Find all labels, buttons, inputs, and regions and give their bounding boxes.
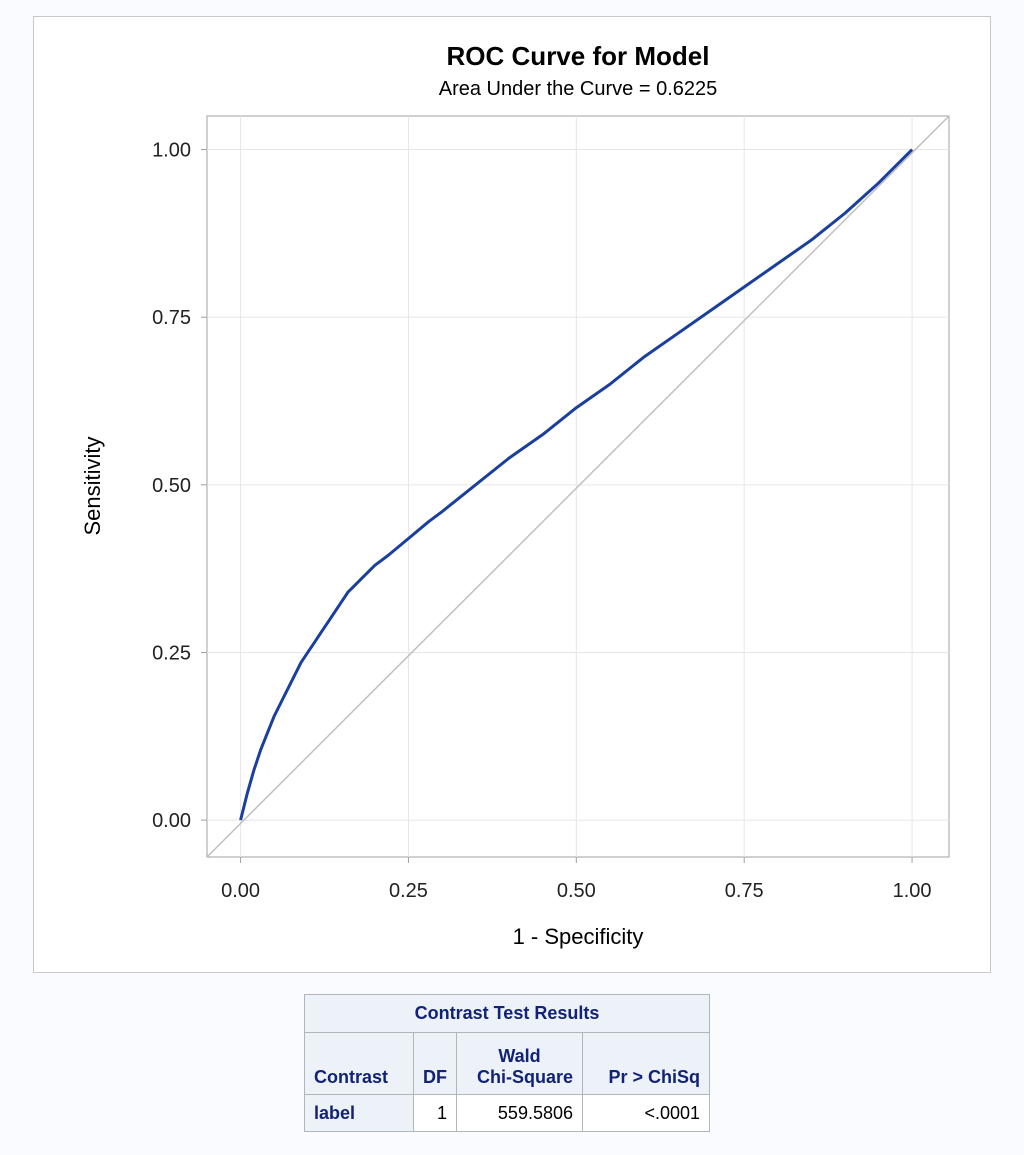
chart-subtitle: Area Under the Curve = 0.6225 [439, 78, 718, 100]
header-wald-line1: Wald [498, 1046, 541, 1066]
x-tick-label: 0.75 [725, 880, 764, 902]
row-p-value: <.0001 [582, 1094, 710, 1132]
header-wald-chi-square: Wald Chi-Square [456, 1032, 583, 1095]
x-axis-label: 1 - Specificity [513, 924, 644, 949]
table-caption: Contrast Test Results [304, 994, 710, 1033]
y-tick-label: 0.50 [152, 475, 191, 497]
series-layer [206, 115, 950, 858]
chart-title: ROC Curve for Model [447, 41, 710, 71]
y-axis-label: Sensitivity [80, 436, 105, 535]
header-wald-line2: Chi-Square [476, 1067, 573, 1087]
contrast-test-results-table: Contrast Test Results Contrast DF Wald C… [304, 994, 710, 1132]
x-tick-label: 1.00 [893, 880, 932, 902]
x-tick-label: 0.00 [221, 880, 260, 902]
row-wald-chi-square: 559.5806 [456, 1094, 583, 1132]
y-tick-label: 1.00 [152, 140, 191, 162]
row-df: 1 [413, 1094, 457, 1132]
roc-chart: ROC Curve for Model Area Under the Curve… [80, 41, 950, 949]
chart-frame: ROC Curve for Model Area Under the Curve… [33, 16, 991, 973]
header-df: DF [413, 1032, 457, 1095]
x-tick-label: 0.25 [389, 880, 428, 902]
x-tick-label: 0.50 [557, 880, 596, 902]
header-pr-chisq: Pr > ChiSq [582, 1032, 710, 1095]
y-tick-label: 0.75 [152, 307, 191, 329]
y-tick-label: 0.25 [152, 642, 191, 664]
reference-diagonal-line [206, 115, 950, 858]
table-row: label 1 559.5806 <.0001 [304, 1094, 710, 1132]
tick-layer: 0.00 0.25 0.50 0.75 1.00 0.00 0.25 0.50 0.75 1.00 [152, 140, 931, 902]
header-contrast: Contrast [304, 1032, 414, 1095]
grid-lines [207, 116, 949, 857]
roc-curve-line [239, 148, 914, 821]
y-tick-label: 0.00 [152, 810, 191, 832]
row-contrast-name: label [304, 1094, 414, 1132]
